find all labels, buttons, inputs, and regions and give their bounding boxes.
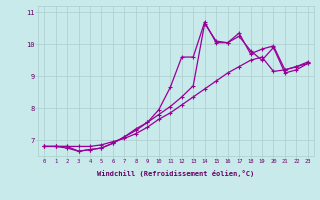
X-axis label: Windchill (Refroidissement éolien,°C): Windchill (Refroidissement éolien,°C) xyxy=(97,170,255,177)
